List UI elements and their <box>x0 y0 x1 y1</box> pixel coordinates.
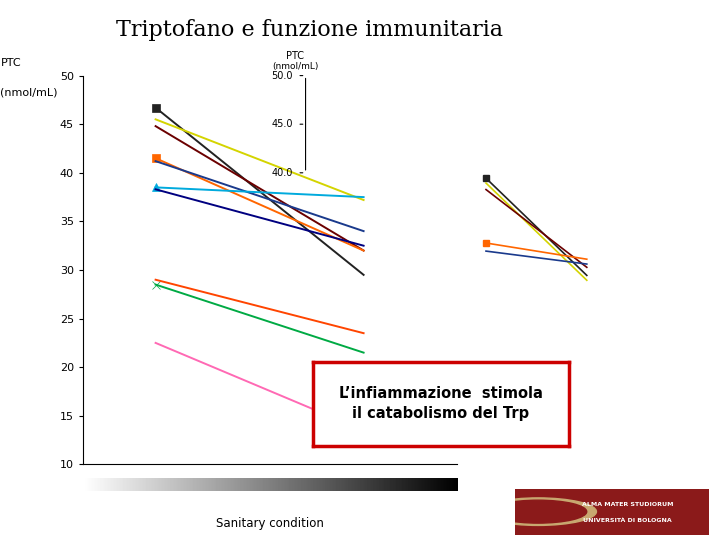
Circle shape <box>480 498 596 525</box>
Text: UNIVERSITÀ DI BOLOGNA: UNIVERSITÀ DI BOLOGNA <box>583 518 672 523</box>
Text: Triptofano e funzione immunitaria: Triptofano e funzione immunitaria <box>116 19 503 41</box>
Text: L’infiammazione  stimola
il catabolismo del Trp: L’infiammazione stimola il catabolismo d… <box>339 386 543 421</box>
Text: (nmol/mL): (nmol/mL) <box>272 62 318 71</box>
Text: 40.0: 40.0 <box>271 168 293 178</box>
Text: 45.0: 45.0 <box>271 119 293 129</box>
Text: PTC: PTC <box>1 58 21 68</box>
Text: Sanitary condition: Sanitary condition <box>216 516 324 530</box>
Text: 50.0: 50.0 <box>271 71 293 80</box>
Text: (nmol/mL): (nmol/mL) <box>1 87 58 97</box>
Text: PTC: PTC <box>286 51 304 61</box>
Circle shape <box>490 500 587 523</box>
Text: ALMA MATER STUDIORUM: ALMA MATER STUDIORUM <box>582 502 673 507</box>
